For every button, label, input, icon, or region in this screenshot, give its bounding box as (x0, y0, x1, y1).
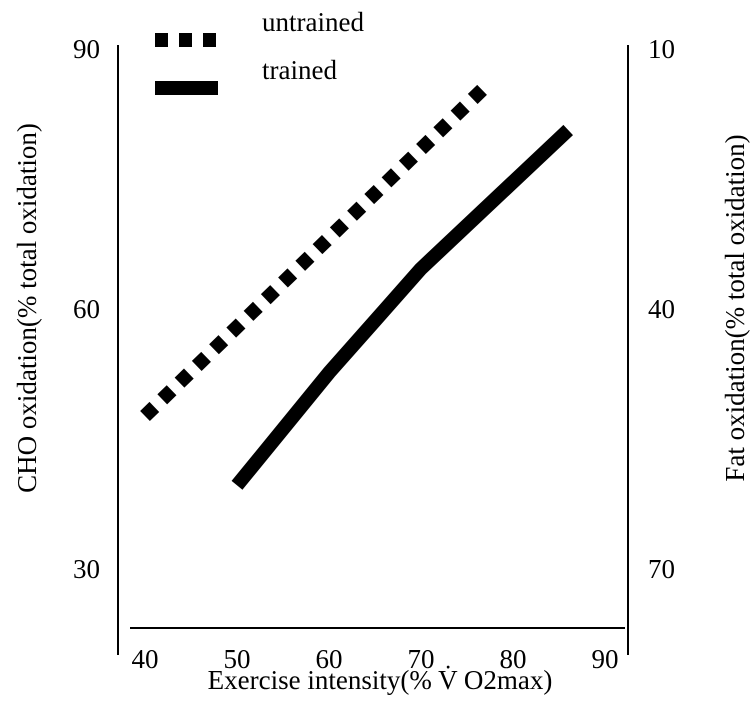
x-axis-label: Exercise intensity(% V̇ O2max) (208, 665, 553, 695)
x-tick-label: 40 (132, 644, 159, 674)
x-tick-label: 70 (408, 644, 435, 674)
legend-label: trained (262, 55, 337, 85)
y-tick-label: 60 (73, 294, 100, 324)
y2-tick-label: 40 (648, 294, 675, 324)
x-tick-label: 50 (224, 644, 251, 674)
y-tick-label: 30 (73, 554, 100, 584)
series-line (231, 124, 573, 490)
x-tick-label: 90 (592, 644, 619, 674)
y-axis-label: CHO oxidation(% total oxidation) (12, 123, 42, 493)
y2-tick-label: 10 (648, 34, 675, 64)
x-tick-label: 60 (316, 644, 343, 674)
y2-axis-label: Fat oxidation(% total oxidation) (720, 134, 750, 481)
legend-label: untrained (262, 7, 364, 37)
series-line (140, 81, 491, 422)
y-tick-label: 90 (73, 34, 100, 64)
y2-tick-label: 70 (648, 554, 675, 584)
x-tick-label: 80 (500, 644, 527, 674)
